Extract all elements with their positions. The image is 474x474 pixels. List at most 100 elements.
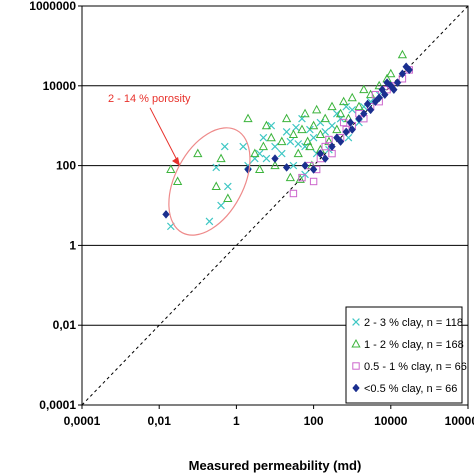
data-point-diamond [342,127,350,137]
data-point-diamond [346,118,355,127]
data-point-x [224,182,232,191]
data-point-x [309,133,318,142]
data-point-triangle [223,193,233,202]
data-point-diamond [405,65,413,75]
x-tick-label: 10000 [374,414,408,428]
data-point-x [289,161,298,170]
data-point-x [306,125,314,134]
data-point-square [325,135,333,144]
data-point-x [286,137,295,146]
data-point-x [267,121,276,130]
data-point-triangle [359,84,369,94]
legend-label: 1 - 2 % clay, n = 168 [364,339,464,351]
y-tick-label: 0,0001 [39,398,76,412]
data-point-x [212,163,221,172]
data-points [162,49,413,231]
data-point-triangle [386,68,396,78]
data-point-diamond [360,109,368,119]
data-point-x [271,142,279,151]
data-point-triangle [254,164,265,173]
data-point-x [282,128,291,136]
data-point-x [294,140,303,148]
legend-box [345,306,463,404]
data-point-triangle [193,148,203,158]
data-point-diamond [393,78,402,88]
data-point-triangle [374,80,384,90]
data-point-triangle [211,181,221,190]
data-point-triangle [216,153,226,163]
data-point-triangle [285,172,296,182]
legend-label: <0.5 % clay, n = 66 [364,383,457,395]
data-point-triangle [312,104,322,114]
data-point-triangle [308,120,319,130]
data-point-triangle [302,136,313,146]
data-point-triangle [305,141,315,151]
y-tick-label: 1000000 [29,0,76,13]
data-point-diamond [309,165,318,174]
data-point-triangle [354,101,364,111]
axis-ticks: 0,0001 0,0001 0,01 0,01 1 1 100 100 10000 10000 10… [29,0,474,428]
data-point-triangle [327,101,337,111]
data-point-x [277,149,286,158]
data-point-triangle [166,164,176,173]
y-tick-label: 10000 [43,79,77,93]
y-tick-label: 0,01 [53,318,77,332]
data-point-x [217,201,225,210]
data-point-triangle [258,141,269,151]
legend: 2 - 3 % clay, n = 118 1 - 2 % clay, n = 1… [345,306,467,404]
data-point-x [321,128,330,136]
data-point-diamond [378,85,386,95]
data-point-triangle [261,120,272,130]
data-point-square [309,177,318,186]
data-point-triangle [324,136,334,146]
data-point-x [220,142,229,151]
porosity-annotation: 2 - 14 % porosity [108,93,191,105]
plot-area-frame [81,5,469,406]
data-point-triangle [338,96,349,106]
data-point-diamond [375,93,383,103]
x-tick-label: 1000000 [445,414,474,428]
data-point-diamond [366,105,375,115]
data-point-triangle [320,113,330,123]
legend-marker [351,338,361,348]
data-point-diamond [363,99,372,109]
data-point-diamond [271,154,279,163]
data-point-x [348,105,357,114]
data-point-triangle [335,108,346,118]
data-point-diamond [301,161,309,170]
data-point-x [239,142,248,151]
data-point-diamond [390,85,398,95]
legend-marker [352,318,360,326]
data-point-triangle [332,124,342,134]
annotation-arrowhead [172,157,180,166]
data-point-triangle [281,113,292,123]
data-point-triangle [293,148,303,158]
data-point-x [259,133,268,142]
data-point-diamond [328,142,336,151]
y-tick-label: 1 [69,238,76,252]
data-point-triangle [250,148,260,158]
data-point-diamond [321,154,329,163]
data-point-diamond [336,137,345,146]
x-tick-label: 0,0001 [64,414,101,428]
data-point-diamond [316,149,325,158]
data-point-square [298,173,306,182]
data-point-x [255,149,264,158]
data-point-triangle [270,160,280,170]
x-tick-label: 1 [233,414,240,428]
data-point-diamond [162,209,170,219]
data-point-triangle [243,113,253,123]
legend-marker [352,383,360,393]
data-point-triangle [300,108,310,118]
data-point-triangle [315,129,326,139]
data-point-x [205,217,214,226]
legend-label: 2 - 3 % clay, n = 118 [364,317,463,329]
y-tick-label: 100 [56,159,76,173]
data-point-x [262,154,271,163]
data-point-x [292,123,300,132]
legend-marker [352,362,360,370]
data-point-triangle [266,132,276,142]
legend-label: 0.5 - 1 % clay, n = 66 [364,361,467,373]
x-axis-title: Measured permeability (md) [189,458,362,473]
